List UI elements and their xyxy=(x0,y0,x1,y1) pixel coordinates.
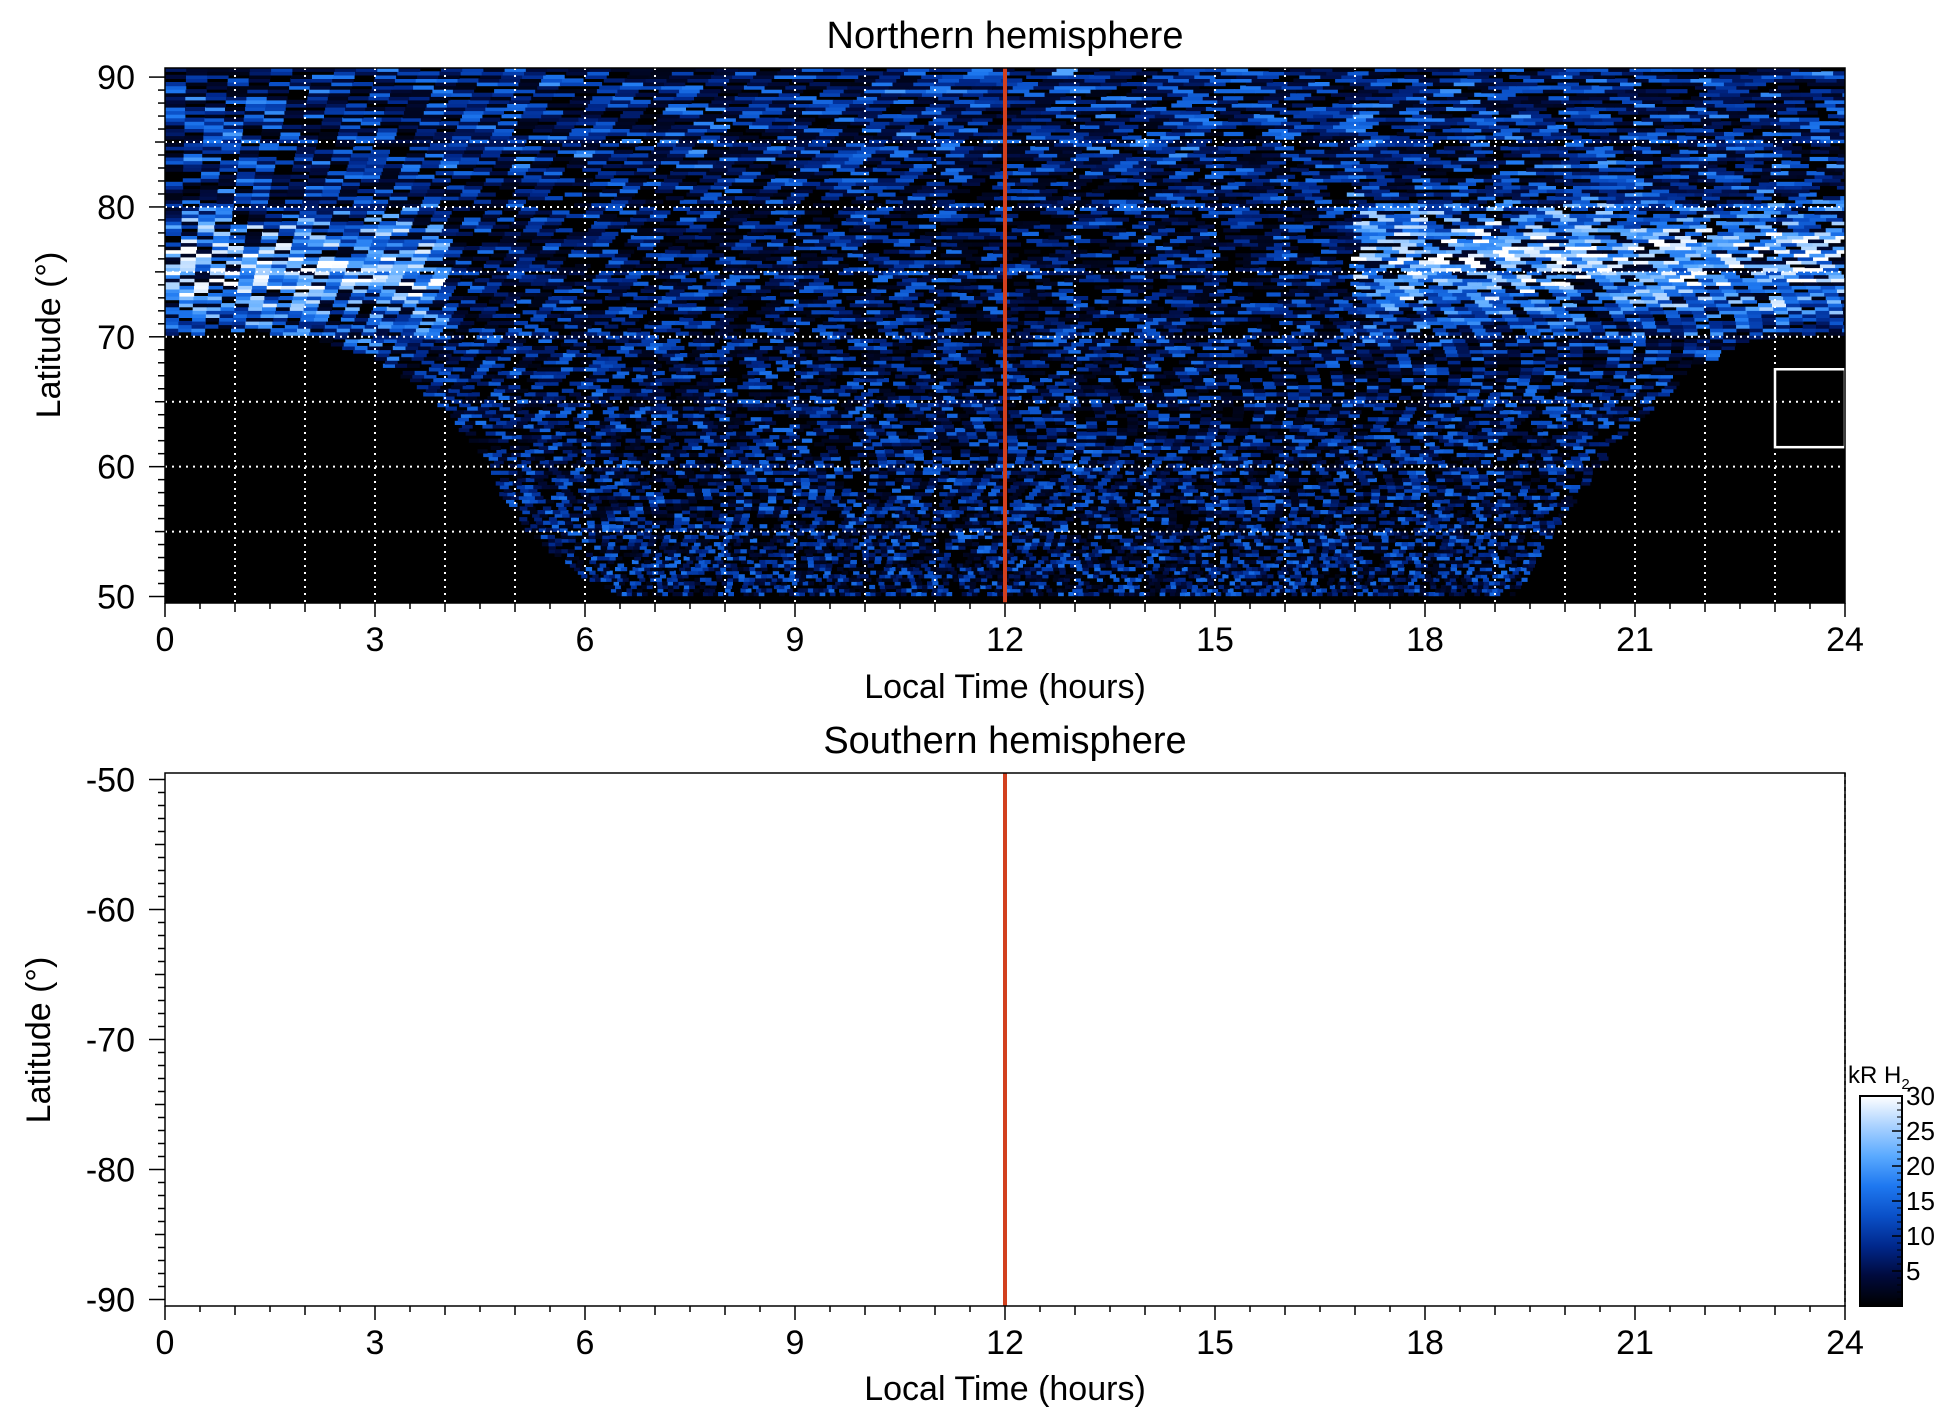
x-tick-label: 18 xyxy=(1406,621,1444,659)
axes-north: 0 3 6 9 12 15 18 21 24 50 60 70 80 90 xyxy=(97,59,1864,659)
x-tick-label: 6 xyxy=(576,621,595,659)
colorbar-tick-label: 30 xyxy=(1906,1081,1935,1111)
colorbar-label: kR H2 xyxy=(1848,1062,1910,1093)
colorbar-ticks: 5 10 15 20 25 30 xyxy=(1892,1081,1935,1307)
y-tick-label: -60 xyxy=(86,892,135,930)
chart-title-south: Southern hemisphere xyxy=(823,720,1186,762)
emission-heatmap-north xyxy=(165,68,1845,597)
x-tick-label: 6 xyxy=(576,1324,595,1362)
y-axis-label-north: Latitude (°) xyxy=(30,252,68,419)
x-tick-label: 21 xyxy=(1616,1324,1654,1362)
x-tick-label: 24 xyxy=(1826,1324,1864,1362)
x-tick-label: 12 xyxy=(986,1324,1024,1362)
x-tick-label: 21 xyxy=(1616,621,1654,659)
x-tick-label: 0 xyxy=(156,621,175,659)
y-tick-label: 50 xyxy=(97,579,135,617)
colorbar: kR H2 5 10 15 20 25 30 xyxy=(1848,1062,1935,1307)
axes-south: 0 3 6 9 12 15 18 21 24 -50 -60 -70 -80 -90 xyxy=(86,762,1864,1363)
colorbar-tick-label: 5 xyxy=(1906,1256,1920,1286)
colorbar-tick-label: 25 xyxy=(1906,1116,1935,1146)
colorbar-tick-label: 15 xyxy=(1906,1186,1935,1216)
colorbar-tick-label: 10 xyxy=(1906,1221,1935,1251)
x-tick-label: 0 xyxy=(156,1324,175,1362)
x-tick-label: 3 xyxy=(366,1324,385,1362)
highlight-box xyxy=(1773,368,1845,449)
colorbar-tick-label: 20 xyxy=(1906,1151,1935,1181)
x-axis-label-south: Local Time (hours) xyxy=(864,1370,1146,1408)
y-tick-label: -50 xyxy=(86,762,135,800)
x-tick-label: 9 xyxy=(786,1324,805,1362)
southern-hemisphere-panel: Southern hemisphere 0 3 6 9 12 15 18 21 24 -50 -60… xyxy=(20,720,1864,1408)
x-tick-label: 3 xyxy=(366,621,385,659)
y-tick-label: -70 xyxy=(86,1022,135,1060)
chart-title-north: Northern hemisphere xyxy=(827,15,1184,57)
y-tick-label: 80 xyxy=(97,189,135,227)
x-tick-label: 24 xyxy=(1826,621,1864,659)
y-tick-label: 60 xyxy=(97,449,135,487)
x-tick-label: 9 xyxy=(786,621,805,659)
northern-hemisphere-panel: Northern hemisphere 0 3 6 9 12 15 18 21 24 50 60 70… xyxy=(30,15,1864,706)
x-tick-label: 18 xyxy=(1406,1324,1444,1362)
y-axis-label-south: Latitude (°) xyxy=(20,957,58,1124)
x-tick-label: 12 xyxy=(986,621,1024,659)
x-axis-label-north: Local Time (hours) xyxy=(864,668,1146,706)
x-tick-label: 15 xyxy=(1196,621,1234,659)
x-tick-label: 15 xyxy=(1196,1324,1234,1362)
y-tick-label: -90 xyxy=(86,1282,135,1320)
y-tick-label: 70 xyxy=(97,319,135,357)
y-tick-label: 90 xyxy=(97,59,135,97)
y-tick-label: -80 xyxy=(86,1152,135,1190)
